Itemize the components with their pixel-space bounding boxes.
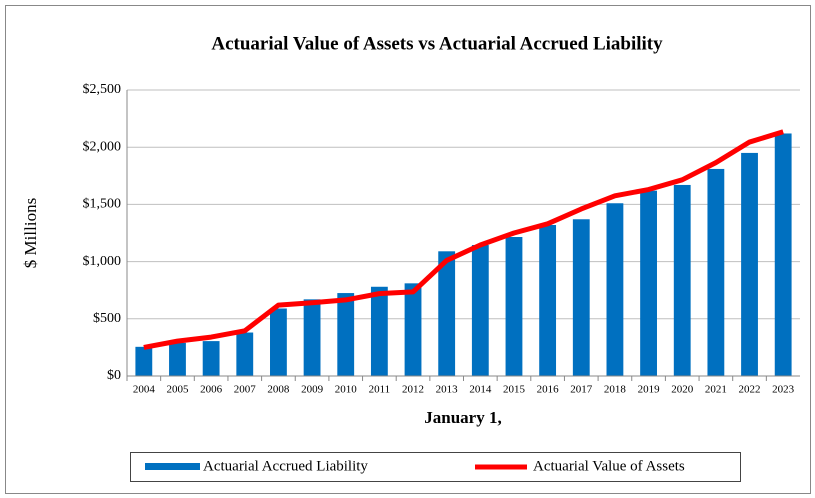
legend-box — [130, 452, 741, 482]
bar — [404, 283, 422, 376]
legend-label: Actuarial Accrued Liability — [203, 458, 368, 474]
line — [143, 129, 784, 350]
bar — [169, 342, 186, 376]
bar — [270, 308, 287, 376]
x-tick-label: 2018 — [604, 384, 627, 396]
x-tick-label: 2020 — [671, 384, 694, 396]
chart-title: Actuarial Value of Assets vs Actuarial A… — [211, 33, 663, 54]
x-tick-label: 2015 — [503, 384, 526, 396]
x-tick-label: 2004 — [133, 384, 156, 396]
x-tick-label: 2021 — [705, 384, 727, 396]
y-axis-label: $ Millions — [21, 198, 40, 268]
bar — [640, 190, 657, 376]
x-axis-label: January 1, — [424, 408, 501, 427]
bar — [370, 286, 388, 376]
x-tick-label: 2022 — [739, 384, 761, 396]
x-tick-label: 2008 — [267, 384, 290, 396]
y-tick-label: $500 — [93, 311, 121, 326]
x-tick-label: 2023 — [772, 384, 795, 396]
bar — [303, 299, 321, 376]
bar — [539, 224, 557, 376]
bar — [673, 184, 691, 376]
bar — [707, 168, 725, 376]
bar — [337, 293, 355, 376]
x-tick-label: 2016 — [537, 384, 560, 396]
legend-label: Actuarial Value of Assets — [533, 458, 685, 474]
bar — [505, 237, 523, 376]
x-tick-label: 2011 — [369, 384, 391, 396]
legend-swatch — [145, 463, 200, 470]
x-tick-label: 2005 — [166, 384, 189, 396]
x-tick-label: 2009 — [301, 384, 324, 396]
x-tick-label: 2014 — [469, 384, 492, 396]
x-tick-label: 2012 — [402, 384, 424, 396]
y-tick-label: $2,500 — [83, 82, 122, 97]
y-tick-label: $1,500 — [83, 197, 122, 212]
x-tick-label: 2006 — [200, 384, 223, 396]
x-tick-label: 2013 — [436, 384, 459, 396]
x-tick-label: 2010 — [335, 384, 358, 396]
bar — [774, 133, 792, 376]
y-tick-label: $0 — [107, 368, 121, 383]
x-tick-label: 2007 — [234, 384, 257, 396]
bar — [202, 341, 220, 376]
x-tick-label: 2017 — [570, 384, 593, 396]
bar — [236, 332, 254, 376]
bar — [135, 346, 153, 376]
bar — [572, 219, 590, 376]
bar — [606, 203, 624, 376]
bar — [741, 152, 758, 376]
bar — [438, 251, 456, 376]
y-tick-label: $2,000 — [83, 139, 122, 154]
bar — [471, 245, 489, 376]
y-tick-label: $1,000 — [83, 254, 122, 269]
x-tick-label: 2019 — [638, 384, 661, 396]
